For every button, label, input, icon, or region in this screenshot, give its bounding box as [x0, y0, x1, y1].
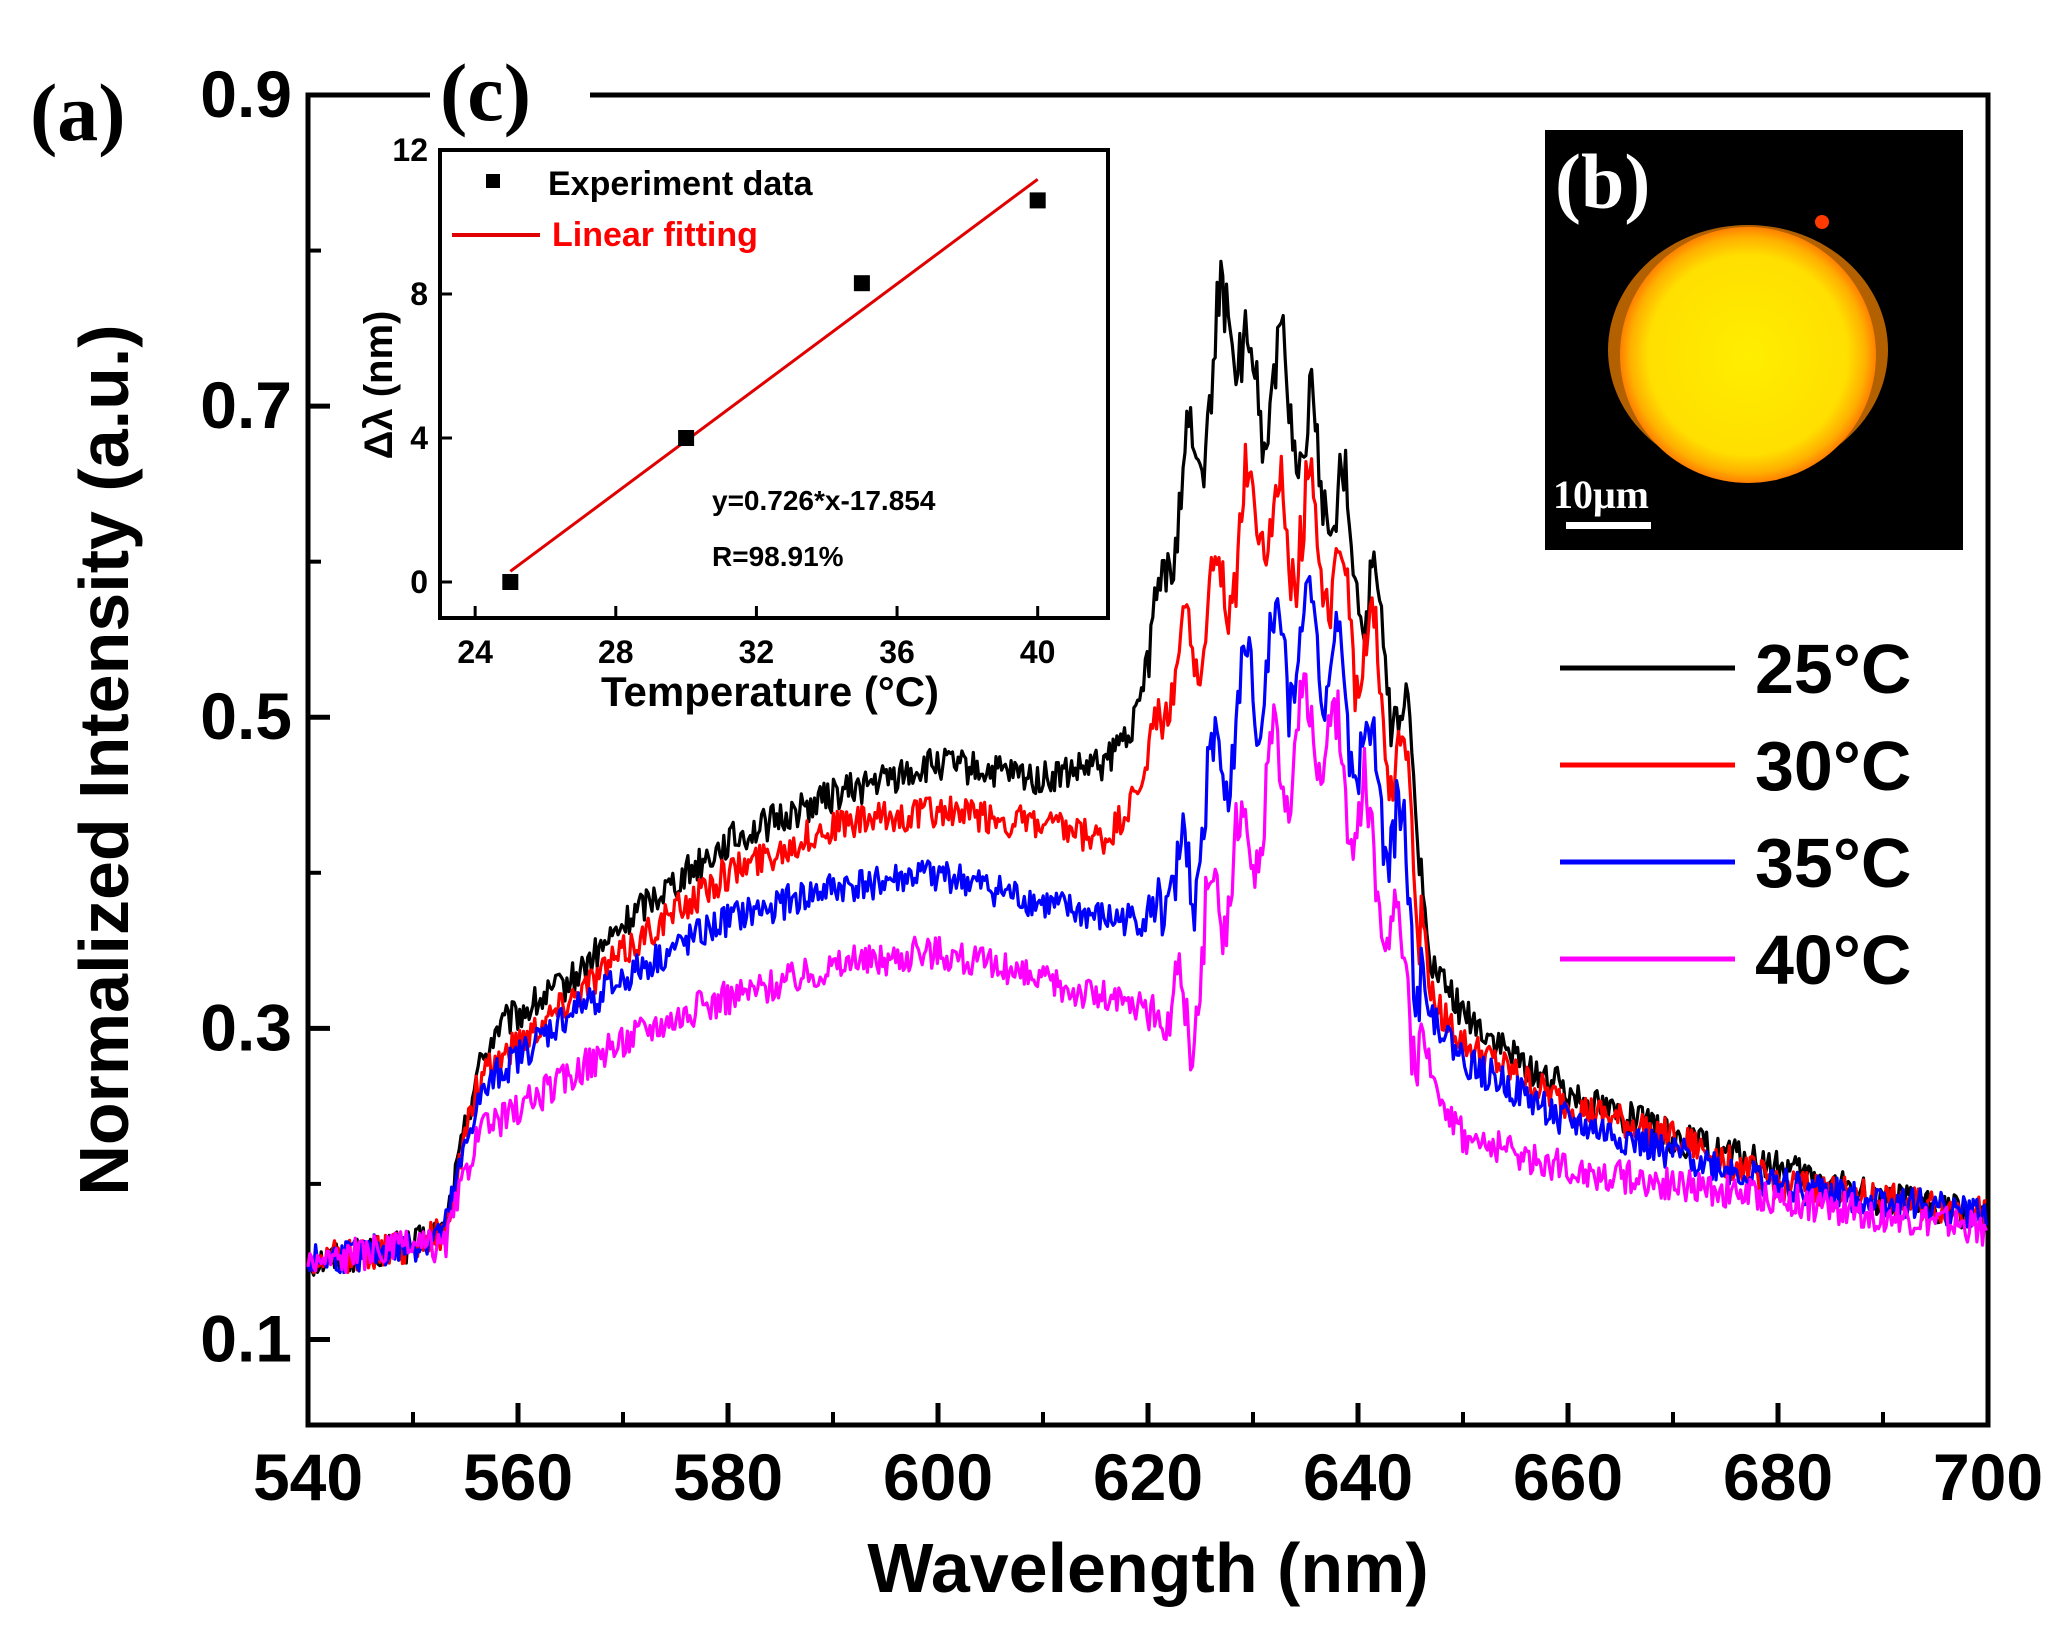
main-x-tick-label: 540 [253, 1440, 363, 1514]
main-y-tick-label: 0.3 [200, 990, 292, 1064]
inset-x-tick-label: 36 [879, 634, 915, 670]
main-y-tick-label: 0.5 [200, 679, 292, 753]
inset-fit-r-value: R=98.91% [712, 541, 844, 572]
inset-data-point [853, 275, 870, 292]
inset-x-tick-label: 32 [739, 634, 775, 670]
micrograph-scale-bar-label: 10μm [1553, 472, 1649, 517]
main-y-tick-label: 0.1 [200, 1301, 292, 1375]
inset-data-point [1029, 192, 1046, 209]
inset-x-tick-label: 24 [457, 634, 493, 670]
main-y-ticks: 0.1 0.3 0.5 0.7 0.9 [200, 57, 330, 1375]
inset-legend-label-experiment: Experiment data [548, 165, 814, 203]
micrograph-droplet-spot [1815, 215, 1829, 229]
inset-y-ticks: 0 4 8 12 [392, 132, 452, 600]
inset-legend-marker-experiment [486, 174, 500, 188]
inset-y-tick-label: 12 [392, 132, 428, 168]
main-x-tick-label: 600 [883, 1440, 993, 1514]
micrograph-droplet [1620, 227, 1876, 483]
main-x-tick-label: 560 [463, 1440, 573, 1514]
main-x-tick-label: 640 [1303, 1440, 1413, 1514]
main-y-tick-label: 0.7 [200, 368, 292, 442]
legend-label-35c: 35°C [1755, 824, 1911, 902]
micrograph-image: (b) 10μm [1545, 130, 1963, 550]
panel-label-a-bg [25, 60, 160, 160]
main-x-tick-label: 660 [1513, 1440, 1623, 1514]
inset-series [502, 178, 1046, 590]
main-legend: 25°C 30°C 35°C 40°C [1560, 630, 1911, 999]
inset-y-tick-label: 0 [410, 564, 428, 600]
inset-x-tick-label: 40 [1020, 634, 1056, 670]
main-series [306, 259, 1988, 1277]
inset-plot: (c) 24 28 32 36 40 0 4 8 12 Temperature (°C) Δλ… [357, 47, 1110, 715]
main-x-ticks: 540 560 580 600 620 640 660 680 700 [253, 1403, 2043, 1514]
main-y-axis-label: Normalized Intensity (a.u.) [65, 324, 143, 1195]
micrograph-scale-bar [1566, 522, 1651, 529]
inset-x-axis-label: Temperature (°C) [601, 668, 939, 715]
inset-data-point [502, 574, 519, 590]
panel-label-c: (c) [440, 47, 531, 138]
inset-y-tick-label: 4 [410, 420, 428, 456]
main-y-tick-label: 0.9 [200, 57, 292, 131]
inset-legend-label-fit: Linear fitting [552, 216, 758, 254]
inset-data-point [678, 430, 695, 446]
main-x-tick-label: 680 [1723, 1440, 1833, 1514]
inset-x-tick-label: 28 [598, 634, 634, 670]
panel-label-a: (a) [30, 67, 126, 158]
inset-fit-equation: y=0.726*x-17.854 [712, 485, 936, 516]
legend-label-25c: 25°C [1755, 630, 1911, 708]
series-line-40c [306, 672, 1988, 1274]
main-x-tick-label: 620 [1093, 1440, 1203, 1514]
main-x-tick-label: 580 [673, 1440, 783, 1514]
series-line-25c [306, 259, 1988, 1277]
inset-y-tick-label: 8 [410, 276, 428, 312]
inset-fit-line [509, 178, 1039, 573]
inset-label-bg [430, 48, 590, 148]
series-line-35c [306, 574, 1988, 1275]
legend-label-40c: 40°C [1755, 921, 1911, 999]
inset-x-ticks: 24 28 32 36 40 [457, 606, 1055, 670]
main-x-tick-label: 700 [1933, 1440, 2043, 1514]
inset-y-axis-label: Δλ (nm) [357, 311, 401, 460]
main-plot: 540 560 580 600 620 640 660 680 700 0.1 0.3 0.5 0.7… [65, 57, 2043, 1607]
panel-label-b: (b) [1555, 138, 1650, 225]
main-x-axis-label: Wavelength (nm) [867, 1529, 1428, 1607]
legend-label-30c: 30°C [1755, 727, 1911, 805]
